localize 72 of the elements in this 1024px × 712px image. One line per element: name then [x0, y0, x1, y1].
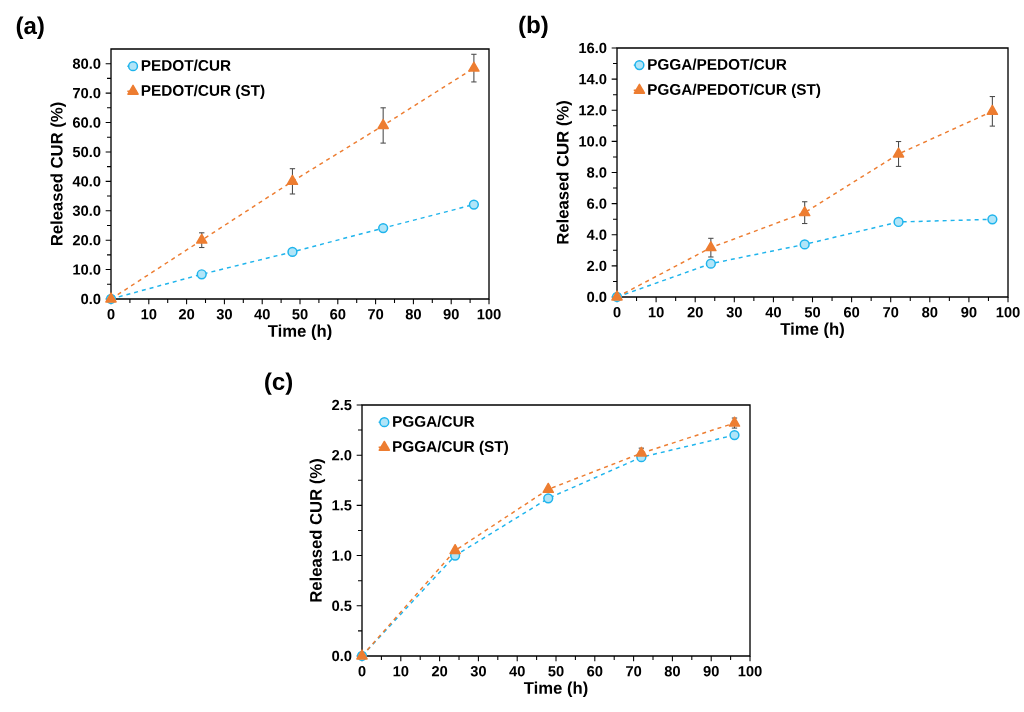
x-tick-label: 30	[216, 309, 232, 320]
y-tick-label: 10.0	[73, 264, 101, 275]
x-tick-label: 10	[648, 307, 664, 318]
x-tick-label: 50	[292, 309, 308, 320]
y-tick-label: 0.0	[81, 293, 101, 305]
y-tick-label: 20.0	[72, 234, 101, 246]
legend-label: PGGA/PEDOT/CUR	[648, 58, 787, 70]
x-axis-title: Time (h)	[267, 324, 332, 341]
x-tick-label: 80	[664, 666, 680, 677]
x-tick-label: 60	[330, 309, 346, 320]
chart-title: (a)	[16, 16, 44, 39]
x-tick-label: 30	[726, 307, 742, 318]
y-tick-label: 50.0	[72, 146, 101, 158]
x-tick-label: 60	[587, 666, 603, 677]
legend-label: PEDOT/CUR	[141, 59, 231, 72]
x-tick-label: 20	[431, 666, 448, 677]
legend-label: PGGA/CUR	[393, 415, 475, 428]
y-axis-title: Released CUR (%)	[309, 459, 326, 602]
y-tick-label: 16.0	[579, 42, 607, 54]
y-tick-label: 2.0	[587, 260, 607, 272]
x-axis-title: Time (h)	[780, 322, 844, 339]
y-tick-label: 70.0	[73, 87, 101, 99]
y-axis-title: Released CUR (%)	[556, 101, 572, 244]
x-tick-label: 100	[738, 666, 762, 677]
y-tick-label: 80.0	[72, 58, 101, 69]
x-tick-label: 0	[358, 666, 366, 677]
y-tick-label: 8.0	[587, 167, 607, 178]
y-tick-label: 30.0	[72, 205, 101, 216]
chart-title: (c)	[265, 372, 293, 395]
x-tick-label: 20	[687, 307, 703, 318]
legend-label: PGGA/CUR (ST)	[393, 440, 509, 456]
x-tick-label: 80	[405, 309, 421, 320]
x-tick-label: 40	[509, 666, 525, 677]
y-tick-label: 0.0	[332, 650, 352, 662]
x-tick-label: 10	[141, 309, 157, 320]
y-tick-label: 1.5	[332, 500, 352, 511]
x-axis-title: Time (h)	[523, 681, 588, 698]
y-tick-label: 1.0	[332, 550, 352, 561]
x-tick-label: 30	[470, 666, 486, 677]
x-tick-label: 40	[254, 309, 270, 320]
y-tick-label: 12.0	[579, 105, 607, 116]
x-tick-label: 70	[368, 309, 384, 320]
y-tick-label: 2.5	[332, 399, 352, 411]
x-tick-label: 100	[477, 309, 501, 320]
x-tick-label: 70	[626, 666, 642, 677]
x-tick-label: 40	[765, 307, 781, 318]
x-tick-label: 50	[804, 307, 821, 318]
x-tick-label: 90	[961, 307, 977, 318]
y-tick-label: 0.0	[587, 291, 607, 303]
legend-label: PEDOT/CUR (ST)	[141, 84, 265, 99]
x-tick-label: 90	[703, 666, 719, 677]
y-tick-label: 0.5	[332, 600, 352, 611]
y-tick-label: 60.0	[72, 117, 101, 128]
y-tick-label: 40.0	[72, 176, 101, 187]
y-axis-title: Released CUR (%)	[50, 102, 66, 246]
x-tick-label: 50	[548, 666, 564, 677]
y-tick-label: 10.0	[579, 136, 607, 147]
x-tick-label: 100	[996, 307, 1020, 318]
x-tick-label: 70	[883, 307, 899, 318]
chart-title: (b)	[519, 15, 548, 38]
x-tick-label: 0	[107, 309, 115, 320]
y-tick-label: 2.0	[332, 450, 352, 461]
x-tick-label: 0	[613, 307, 621, 318]
x-tick-label: 10	[393, 666, 409, 677]
y-tick-label: 14.0	[579, 73, 607, 85]
y-tick-label: 4.0	[586, 229, 607, 240]
x-tick-label: 20	[178, 309, 195, 320]
legend-label: PGGA/PEDOT/CUR (ST)	[648, 83, 821, 98]
y-tick-label: 6.0	[587, 198, 607, 209]
x-tick-label: 80	[922, 307, 938, 318]
x-tick-label: 90	[443, 309, 459, 320]
x-tick-label: 60	[843, 307, 860, 318]
